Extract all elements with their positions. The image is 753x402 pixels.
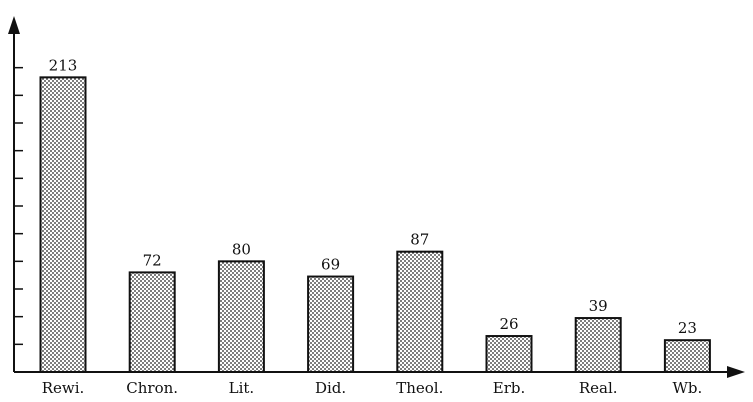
x-axis-arrow [727, 366, 745, 378]
value-label: 69 [321, 256, 340, 274]
value-label: 213 [49, 56, 78, 74]
bar-theol [396, 250, 444, 373]
category-labels: Rewi. Chron. Lit. Did. Theol. Erb. Real. Wb. [42, 379, 703, 397]
x-tick-label: Wb. [673, 379, 703, 397]
x-tick-label: Lit. [229, 379, 255, 397]
bar-erb [485, 335, 533, 373]
value-label: 80 [232, 240, 251, 258]
bar-wb [663, 339, 711, 373]
x-tick-label: Chron. [126, 379, 178, 397]
value-label: 87 [410, 231, 429, 249]
x-tick-label: Rewi. [42, 379, 85, 397]
bar-chron [128, 271, 176, 373]
bar-lit [217, 260, 265, 374]
bars [39, 76, 711, 374]
value-label: 39 [589, 297, 608, 315]
x-tick-label: Did. [315, 379, 346, 397]
axes [8, 16, 745, 378]
value-label: 23 [678, 319, 697, 337]
bar-did [307, 275, 355, 373]
x-tick-label: Theol. [396, 379, 443, 397]
bar-real [574, 317, 622, 373]
x-tick-label: Real. [579, 379, 618, 397]
bar-rewi [39, 76, 87, 373]
x-tick-label: Erb. [493, 379, 526, 397]
value-label: 26 [499, 315, 518, 333]
value-labels: 213 72 80 69 87 26 39 23 [49, 56, 697, 337]
value-label: 72 [143, 251, 162, 269]
y-axis-arrow [8, 16, 20, 34]
